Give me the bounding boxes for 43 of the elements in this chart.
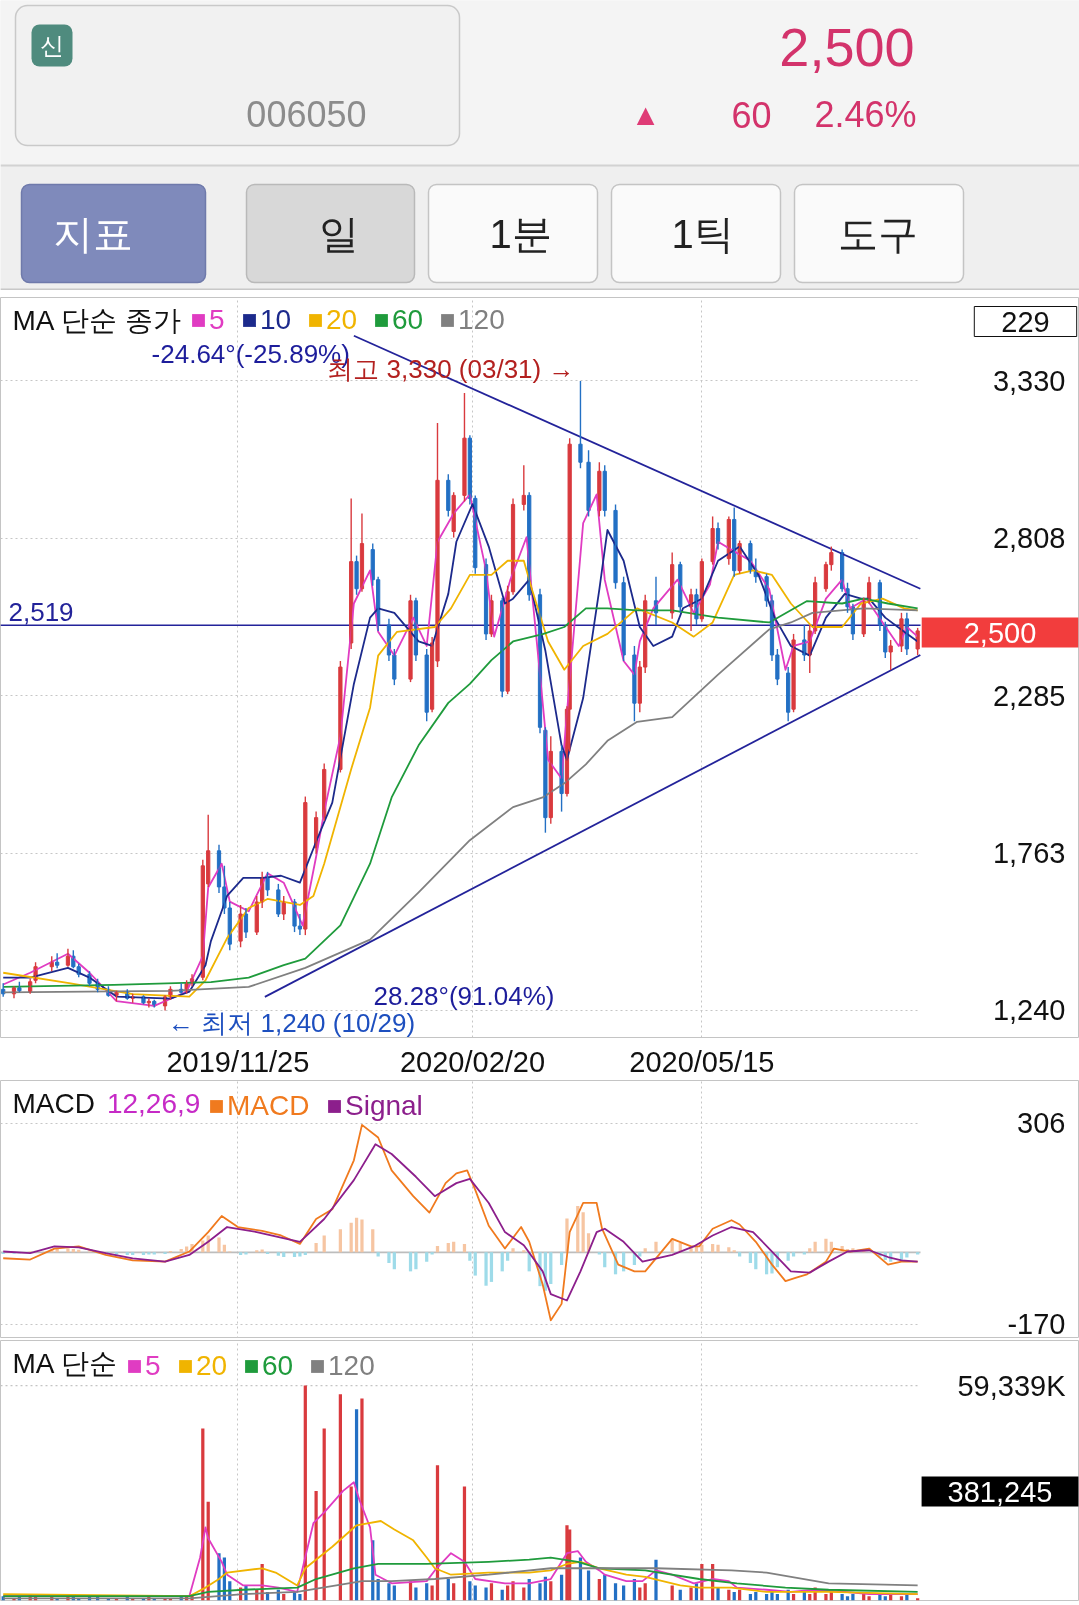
y-tick-label: 3,330	[992, 364, 1066, 397]
x-tick-label: 2019/11/25	[166, 1045, 310, 1078]
y-tick-label: 306	[1017, 1107, 1066, 1140]
text: ▲	[630, 98, 661, 131]
text: 1분	[489, 211, 552, 256]
x-tick-label: 2020/02/20	[399, 1045, 546, 1078]
y-tick-label: 2,808	[992, 522, 1066, 555]
annotation: 2,500	[963, 616, 1037, 649]
text: 2,500	[779, 17, 915, 77]
legend-label: 120	[458, 304, 505, 336]
ref-line-label: 2,519	[8, 597, 74, 628]
legend-label: MACD	[227, 1090, 310, 1122]
legend-label: 20	[196, 1350, 228, 1382]
legend-title: MA 단순 종가	[12, 305, 181, 336]
annotation: 229	[1001, 305, 1050, 338]
text: 2.46%	[814, 94, 917, 135]
text: 지표	[52, 211, 133, 256]
annotation: ← 최저 1,240 (10/29)	[168, 1008, 416, 1039]
x-tick-label: 2020/05/15	[629, 1045, 775, 1078]
legend-label: 10	[260, 304, 292, 336]
text: 60	[731, 94, 772, 136]
text: 일	[318, 211, 359, 256]
legend-label: Signal	[345, 1090, 423, 1122]
annotation: 28.28°(91.04%)	[373, 980, 555, 1011]
legend-label: 20	[326, 304, 358, 336]
text: 도구	[837, 211, 918, 256]
legend-label: 120	[328, 1350, 375, 1382]
y-tick-label: 1,240	[992, 994, 1066, 1027]
y-tick-label: 2,285	[992, 679, 1066, 712]
ref-line-label: 59,339K	[957, 1369, 1067, 1402]
legend-title: MACD	[12, 1088, 95, 1119]
text: 006050	[246, 93, 367, 135]
text: 1틱	[671, 211, 734, 256]
legend-label: 60	[392, 304, 424, 336]
annotation: 381,245	[947, 1475, 1053, 1508]
legend-title: MA 단순	[12, 1348, 117, 1379]
text: 신	[39, 32, 64, 59]
y-tick-label: -170	[1007, 1308, 1066, 1341]
annotation: 12,26,9	[106, 1088, 201, 1119]
y-tick-label: 1,763	[992, 837, 1066, 870]
legend-label: 5	[145, 1350, 162, 1382]
legend-label: 5	[209, 304, 226, 336]
legend-label: 60	[262, 1350, 294, 1382]
